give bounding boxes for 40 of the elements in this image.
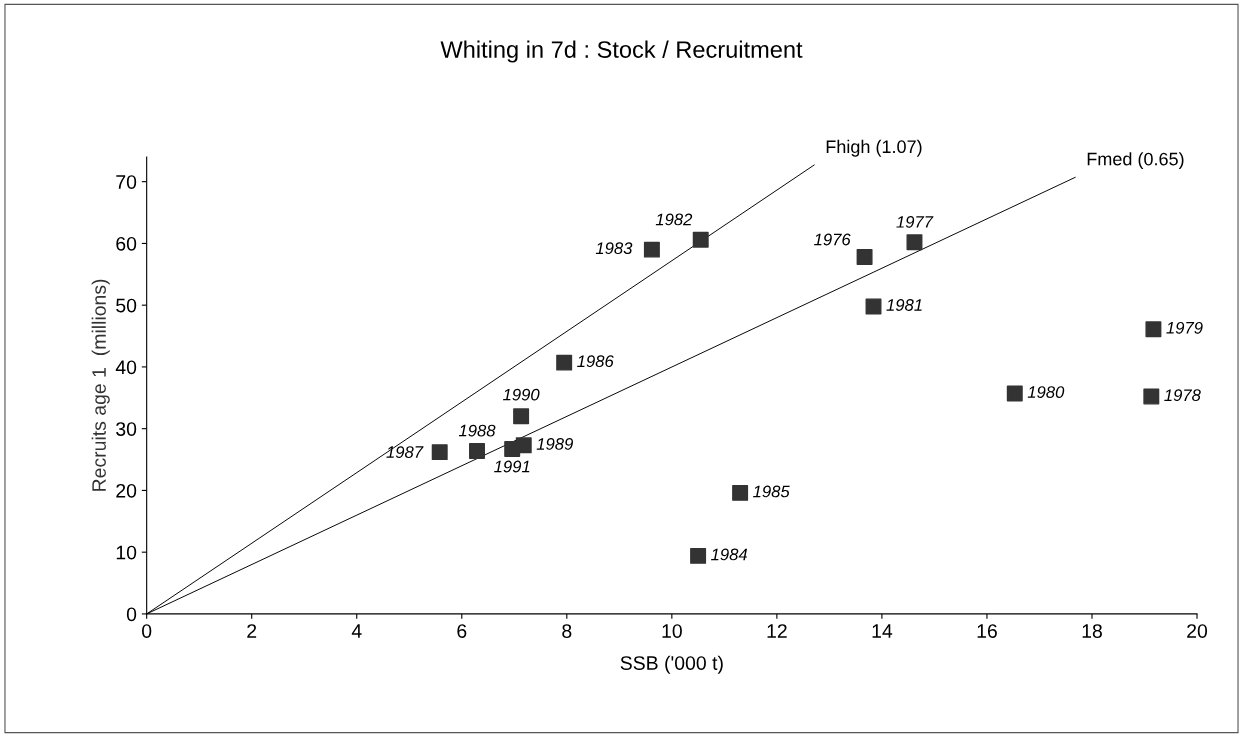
x-tick-label: 12	[767, 624, 787, 638]
x-tick-label: 18	[1082, 624, 1102, 638]
annotation: 1979	[1166, 321, 1203, 334]
x-tick-label: 20	[1187, 624, 1208, 638]
x-tick-label: 6	[457, 624, 467, 638]
annotation: 1990	[503, 388, 540, 401]
x-tick-label: 14	[872, 624, 893, 638]
annotation: 1991	[494, 460, 530, 473]
y-tick-label: 20	[116, 483, 137, 498]
y-tick-label: 30	[116, 422, 137, 436]
x-tick-label: 10	[662, 624, 682, 638]
x-tick-label: 16	[977, 624, 997, 638]
y-tick-label: 60	[116, 236, 137, 251]
series-label: Fmed (0.65)	[1087, 152, 1184, 170]
x-tick-label: 2	[247, 624, 257, 638]
annotation: 1987	[386, 446, 424, 458]
x-tick-label: 0	[142, 624, 152, 638]
annotation: 1980	[1027, 386, 1065, 398]
annotation: 1989	[536, 438, 573, 450]
x-axis-title: SSB ('000 t)	[620, 655, 723, 674]
y-tick-label: 0	[126, 607, 137, 622]
annotation: 1977	[896, 215, 934, 228]
series-label: Fhigh (1.07)	[826, 139, 922, 157]
annotation: 1982	[655, 213, 693, 226]
annotation: 1985	[753, 485, 790, 498]
y-tick-label: 50	[116, 298, 137, 313]
annotation: 1986	[577, 355, 614, 368]
annotation: 1984	[711, 548, 748, 561]
annotation: 1978	[1164, 389, 1201, 402]
y-tick-label: 70	[116, 175, 137, 189]
annotation: 1976	[814, 233, 851, 246]
annotation: 1983	[595, 242, 633, 255]
x-tick-label: 4	[351, 624, 362, 638]
y-axis-title: Recruits age 1 (millions)	[91, 279, 110, 491]
chart-title: Whiting in 7d : Stock / Recruitment	[440, 40, 803, 63]
y-tick-label: 10	[116, 545, 137, 560]
y-tick-label: 40	[115, 360, 137, 375]
annotation: 1988	[458, 424, 496, 437]
annotation: 1981	[886, 299, 922, 311]
x-tick-label: 8	[562, 624, 572, 638]
